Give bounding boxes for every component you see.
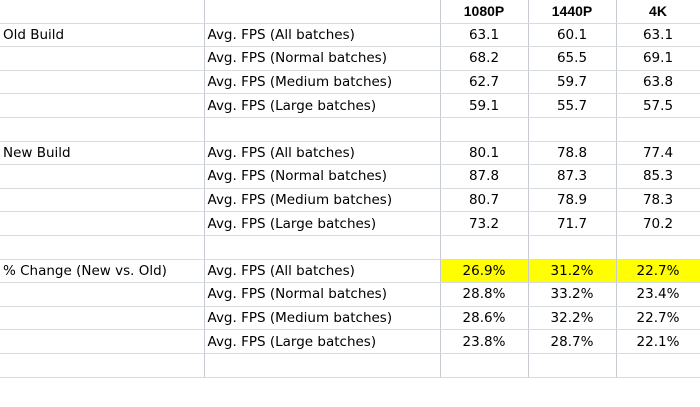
group-label-cell[interactable]: [0, 211, 205, 236]
table-row: Avg. FPS (Medium batches) 28.6% 32.2% 22…: [0, 306, 700, 331]
empty-cell[interactable]: [616, 235, 700, 260]
value-cell-1440p[interactable]: 32.2%: [528, 306, 617, 331]
value-cell-1080p[interactable]: 73.2: [440, 211, 529, 236]
value-cell-1440p[interactable]: 55.7: [528, 93, 617, 118]
group-label-cell[interactable]: [0, 188, 205, 213]
header-cell-4k[interactable]: 4K: [616, 0, 700, 24]
value-cell-1440p[interactable]: 65.5: [528, 46, 617, 71]
value-cell-1080p[interactable]: 59.1: [440, 93, 529, 118]
empty-cell[interactable]: [440, 117, 529, 142]
value-cell-4k[interactable]: 70.2: [616, 211, 700, 236]
value-cell-1080p[interactable]: 62.7: [440, 70, 529, 95]
table-row: % Change (New vs. Old) Avg. FPS (All bat…: [0, 259, 700, 284]
group-label-cell[interactable]: [0, 70, 205, 95]
group-label-cell[interactable]: [0, 164, 205, 189]
header-cell-1080p[interactable]: 1080P: [440, 0, 529, 24]
metric-cell[interactable]: Avg. FPS (All batches): [204, 141, 441, 166]
empty-cell[interactable]: [440, 353, 529, 378]
value-cell-4k[interactable]: 77.4: [616, 141, 700, 166]
value-cell-1080p[interactable]: 23.8%: [440, 329, 529, 354]
empty-cell[interactable]: [0, 117, 205, 142]
metric-cell[interactable]: Avg. FPS (Large batches): [204, 93, 441, 118]
group-label-cell[interactable]: [0, 46, 205, 71]
metric-cell[interactable]: Avg. FPS (All batches): [204, 23, 441, 48]
table-row: Avg. FPS (Normal batches) 28.8% 33.2% 23…: [0, 282, 700, 307]
value-cell-1440p[interactable]: 87.3: [528, 164, 617, 189]
value-cell-4k[interactable]: 63.1: [616, 23, 700, 48]
empty-row: [0, 235, 700, 260]
metric-cell[interactable]: Avg. FPS (Large batches): [204, 211, 441, 236]
metric-cell[interactable]: Avg. FPS (Medium batches): [204, 70, 441, 95]
value-cell-4k[interactable]: 22.7%: [616, 306, 700, 331]
empty-row: [0, 353, 700, 378]
value-cell-4k[interactable]: 85.3: [616, 164, 700, 189]
metric-cell[interactable]: Avg. FPS (Normal batches): [204, 164, 441, 189]
metric-cell[interactable]: Avg. FPS (Normal batches): [204, 46, 441, 71]
metric-cell[interactable]: Avg. FPS (All batches): [204, 259, 441, 284]
empty-cell[interactable]: [528, 117, 617, 142]
table-row: Avg. FPS (Medium batches) 80.7 78.9 78.3: [0, 188, 700, 213]
table-row: Avg. FPS (Large batches) 23.8% 28.7% 22.…: [0, 329, 700, 354]
empty-cell[interactable]: [204, 235, 441, 260]
value-cell-1440p[interactable]: 59.7: [528, 70, 617, 95]
metric-cell[interactable]: Avg. FPS (Medium batches): [204, 188, 441, 213]
empty-cell[interactable]: [204, 117, 441, 142]
value-cell-1440p[interactable]: 33.2%: [528, 282, 617, 307]
empty-cell[interactable]: [0, 353, 205, 378]
value-cell-1440p[interactable]: 28.7%: [528, 329, 617, 354]
metric-cell[interactable]: Avg. FPS (Medium batches): [204, 306, 441, 331]
group-label-cell[interactable]: [0, 93, 205, 118]
metric-cell[interactable]: Avg. FPS (Normal batches): [204, 282, 441, 307]
header-cell-metric[interactable]: [204, 0, 441, 24]
value-cell-4k[interactable]: 22.1%: [616, 329, 700, 354]
value-cell-1440p[interactable]: 60.1: [528, 23, 617, 48]
empty-cell[interactable]: [0, 235, 205, 260]
table-row: Avg. FPS (Large batches) 73.2 71.7 70.2: [0, 211, 700, 236]
value-cell-1080p[interactable]: 28.6%: [440, 306, 529, 331]
group-label-cell[interactable]: [0, 282, 205, 307]
group-label-cell[interactable]: New Build: [0, 141, 205, 166]
empty-cell[interactable]: [528, 353, 617, 378]
value-cell-1080p[interactable]: 87.8: [440, 164, 529, 189]
table-row: Avg. FPS (Normal batches) 87.8 87.3 85.3: [0, 164, 700, 189]
empty-row: [0, 117, 700, 142]
empty-cell[interactable]: [528, 235, 617, 260]
table-row: Old Build Avg. FPS (All batches) 63.1 60…: [0, 23, 700, 48]
value-cell-1440p[interactable]: 78.9: [528, 188, 617, 213]
highlighted-value-cell-4k[interactable]: 22.7%: [616, 259, 700, 284]
value-cell-1080p[interactable]: 63.1: [440, 23, 529, 48]
value-cell-1080p[interactable]: 28.8%: [440, 282, 529, 307]
value-cell-1440p[interactable]: 71.7: [528, 211, 617, 236]
value-cell-4k[interactable]: 57.5: [616, 93, 700, 118]
group-label-cell[interactable]: [0, 306, 205, 331]
group-label-cell[interactable]: Old Build: [0, 23, 205, 48]
table-row: New Build Avg. FPS (All batches) 80.1 78…: [0, 141, 700, 166]
value-cell-4k[interactable]: 63.8: [616, 70, 700, 95]
value-cell-1080p[interactable]: 80.7: [440, 188, 529, 213]
value-cell-1080p[interactable]: 80.1: [440, 141, 529, 166]
highlighted-value-cell-1080p[interactable]: 26.9%: [440, 259, 529, 284]
header-cell-1440p[interactable]: 1440P: [528, 0, 617, 24]
empty-cell[interactable]: [204, 353, 441, 378]
value-cell-1080p[interactable]: 68.2: [440, 46, 529, 71]
value-cell-4k[interactable]: 23.4%: [616, 282, 700, 307]
group-label-cell[interactable]: % Change (New vs. Old): [0, 259, 205, 284]
header-row: 1080P 1440P 4K: [0, 0, 700, 24]
metric-cell[interactable]: Avg. FPS (Large batches): [204, 329, 441, 354]
group-label-cell[interactable]: [0, 329, 205, 354]
empty-cell[interactable]: [616, 117, 700, 142]
fps-comparison-table: 1080P 1440P 4K Old Build Avg. FPS (All b…: [0, 0, 700, 378]
empty-cell[interactable]: [616, 353, 700, 378]
value-cell-4k[interactable]: 78.3: [616, 188, 700, 213]
table-row: Avg. FPS (Medium batches) 62.7 59.7 63.8: [0, 70, 700, 95]
header-cell-group[interactable]: [0, 0, 205, 24]
table-row: Avg. FPS (Large batches) 59.1 55.7 57.5: [0, 93, 700, 118]
table-row: Avg. FPS (Normal batches) 68.2 65.5 69.1: [0, 46, 700, 71]
value-cell-4k[interactable]: 69.1: [616, 46, 700, 71]
value-cell-1440p[interactable]: 78.8: [528, 141, 617, 166]
highlighted-value-cell-1440p[interactable]: 31.2%: [528, 259, 617, 284]
empty-cell[interactable]: [440, 235, 529, 260]
